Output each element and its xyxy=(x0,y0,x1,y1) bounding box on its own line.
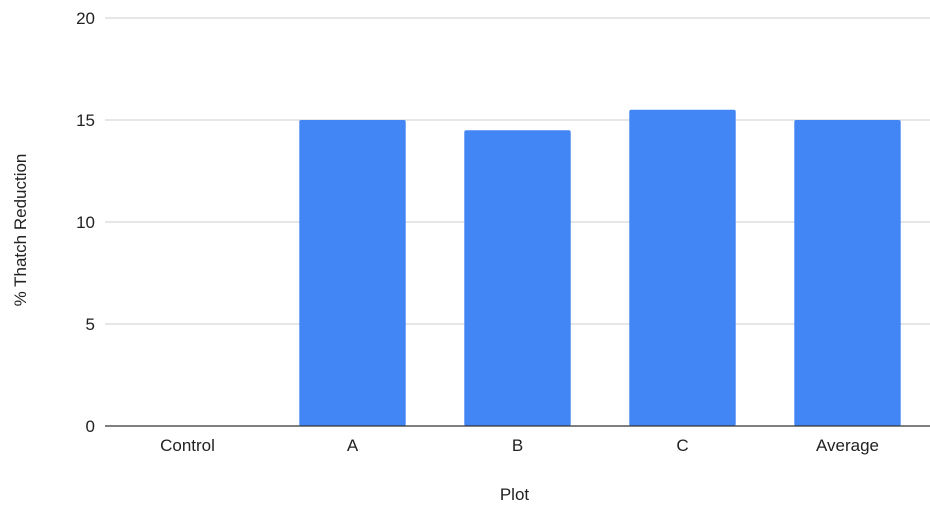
y-tick-label: 0 xyxy=(86,417,95,436)
y-tick-label: 20 xyxy=(76,9,95,28)
y-axis-title: % Thatch Reduction xyxy=(11,154,30,307)
bar-c xyxy=(629,109,736,427)
bars xyxy=(299,109,901,427)
x-tick-label: A xyxy=(347,436,359,455)
bar-average xyxy=(794,120,901,426)
y-tick-label: 15 xyxy=(76,111,95,130)
bar-a xyxy=(299,120,406,426)
y-tick-labels: 0 5 10 15 20 xyxy=(76,9,95,436)
y-tick-label: 10 xyxy=(76,213,95,232)
x-axis-title: Plot xyxy=(500,485,530,504)
x-tick-labels: Control A B C Average xyxy=(160,436,879,455)
x-tick-label: Average xyxy=(816,436,879,455)
x-tick-label: C xyxy=(676,436,688,455)
y-tick-label: 5 xyxy=(86,315,95,334)
x-tick-label: Control xyxy=(160,436,215,455)
bar-b xyxy=(464,130,571,426)
x-tick-label: B xyxy=(512,436,523,455)
